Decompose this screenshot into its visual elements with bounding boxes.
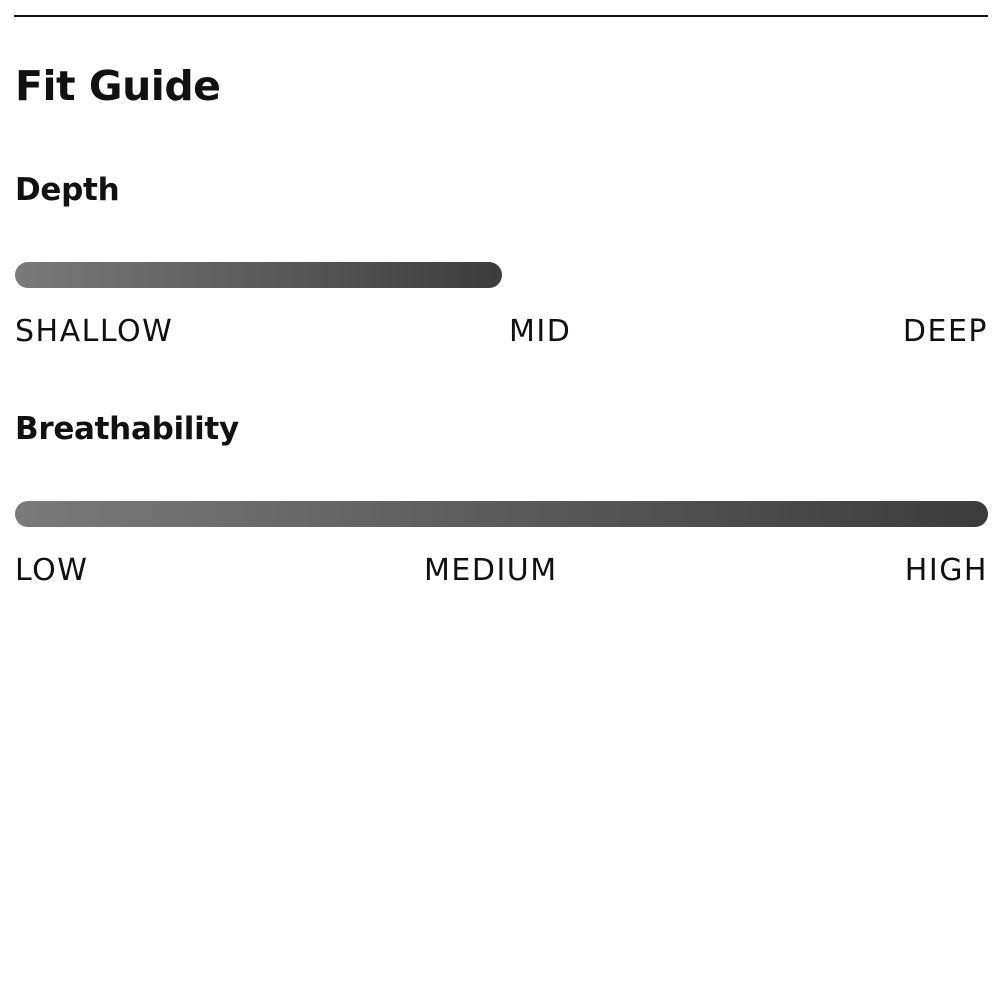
top-divider [14, 15, 988, 17]
scale-heading: Depth [15, 172, 120, 208]
scale-label-mid: MEDIUM [424, 553, 558, 588]
scale-label-low: SHALLOW [15, 314, 174, 349]
scale-label-high: HIGH [904, 553, 988, 588]
scale-label-low: LOW [15, 553, 89, 588]
depth-bar [15, 262, 988, 288]
scale-label-mid: MID [509, 314, 572, 349]
breathability-bar [15, 501, 988, 527]
depth-scale: Depth SHALLOW MID DEEP [15, 172, 988, 372]
breathability-bar-fill [15, 501, 988, 527]
page-title: Fit Guide [15, 62, 221, 110]
breathability-scale: Breathability LOW MEDIUM HIGH [15, 411, 988, 611]
scale-heading: Breathability [15, 411, 239, 447]
depth-bar-fill [15, 262, 502, 288]
scale-label-high: DEEP [902, 314, 988, 349]
